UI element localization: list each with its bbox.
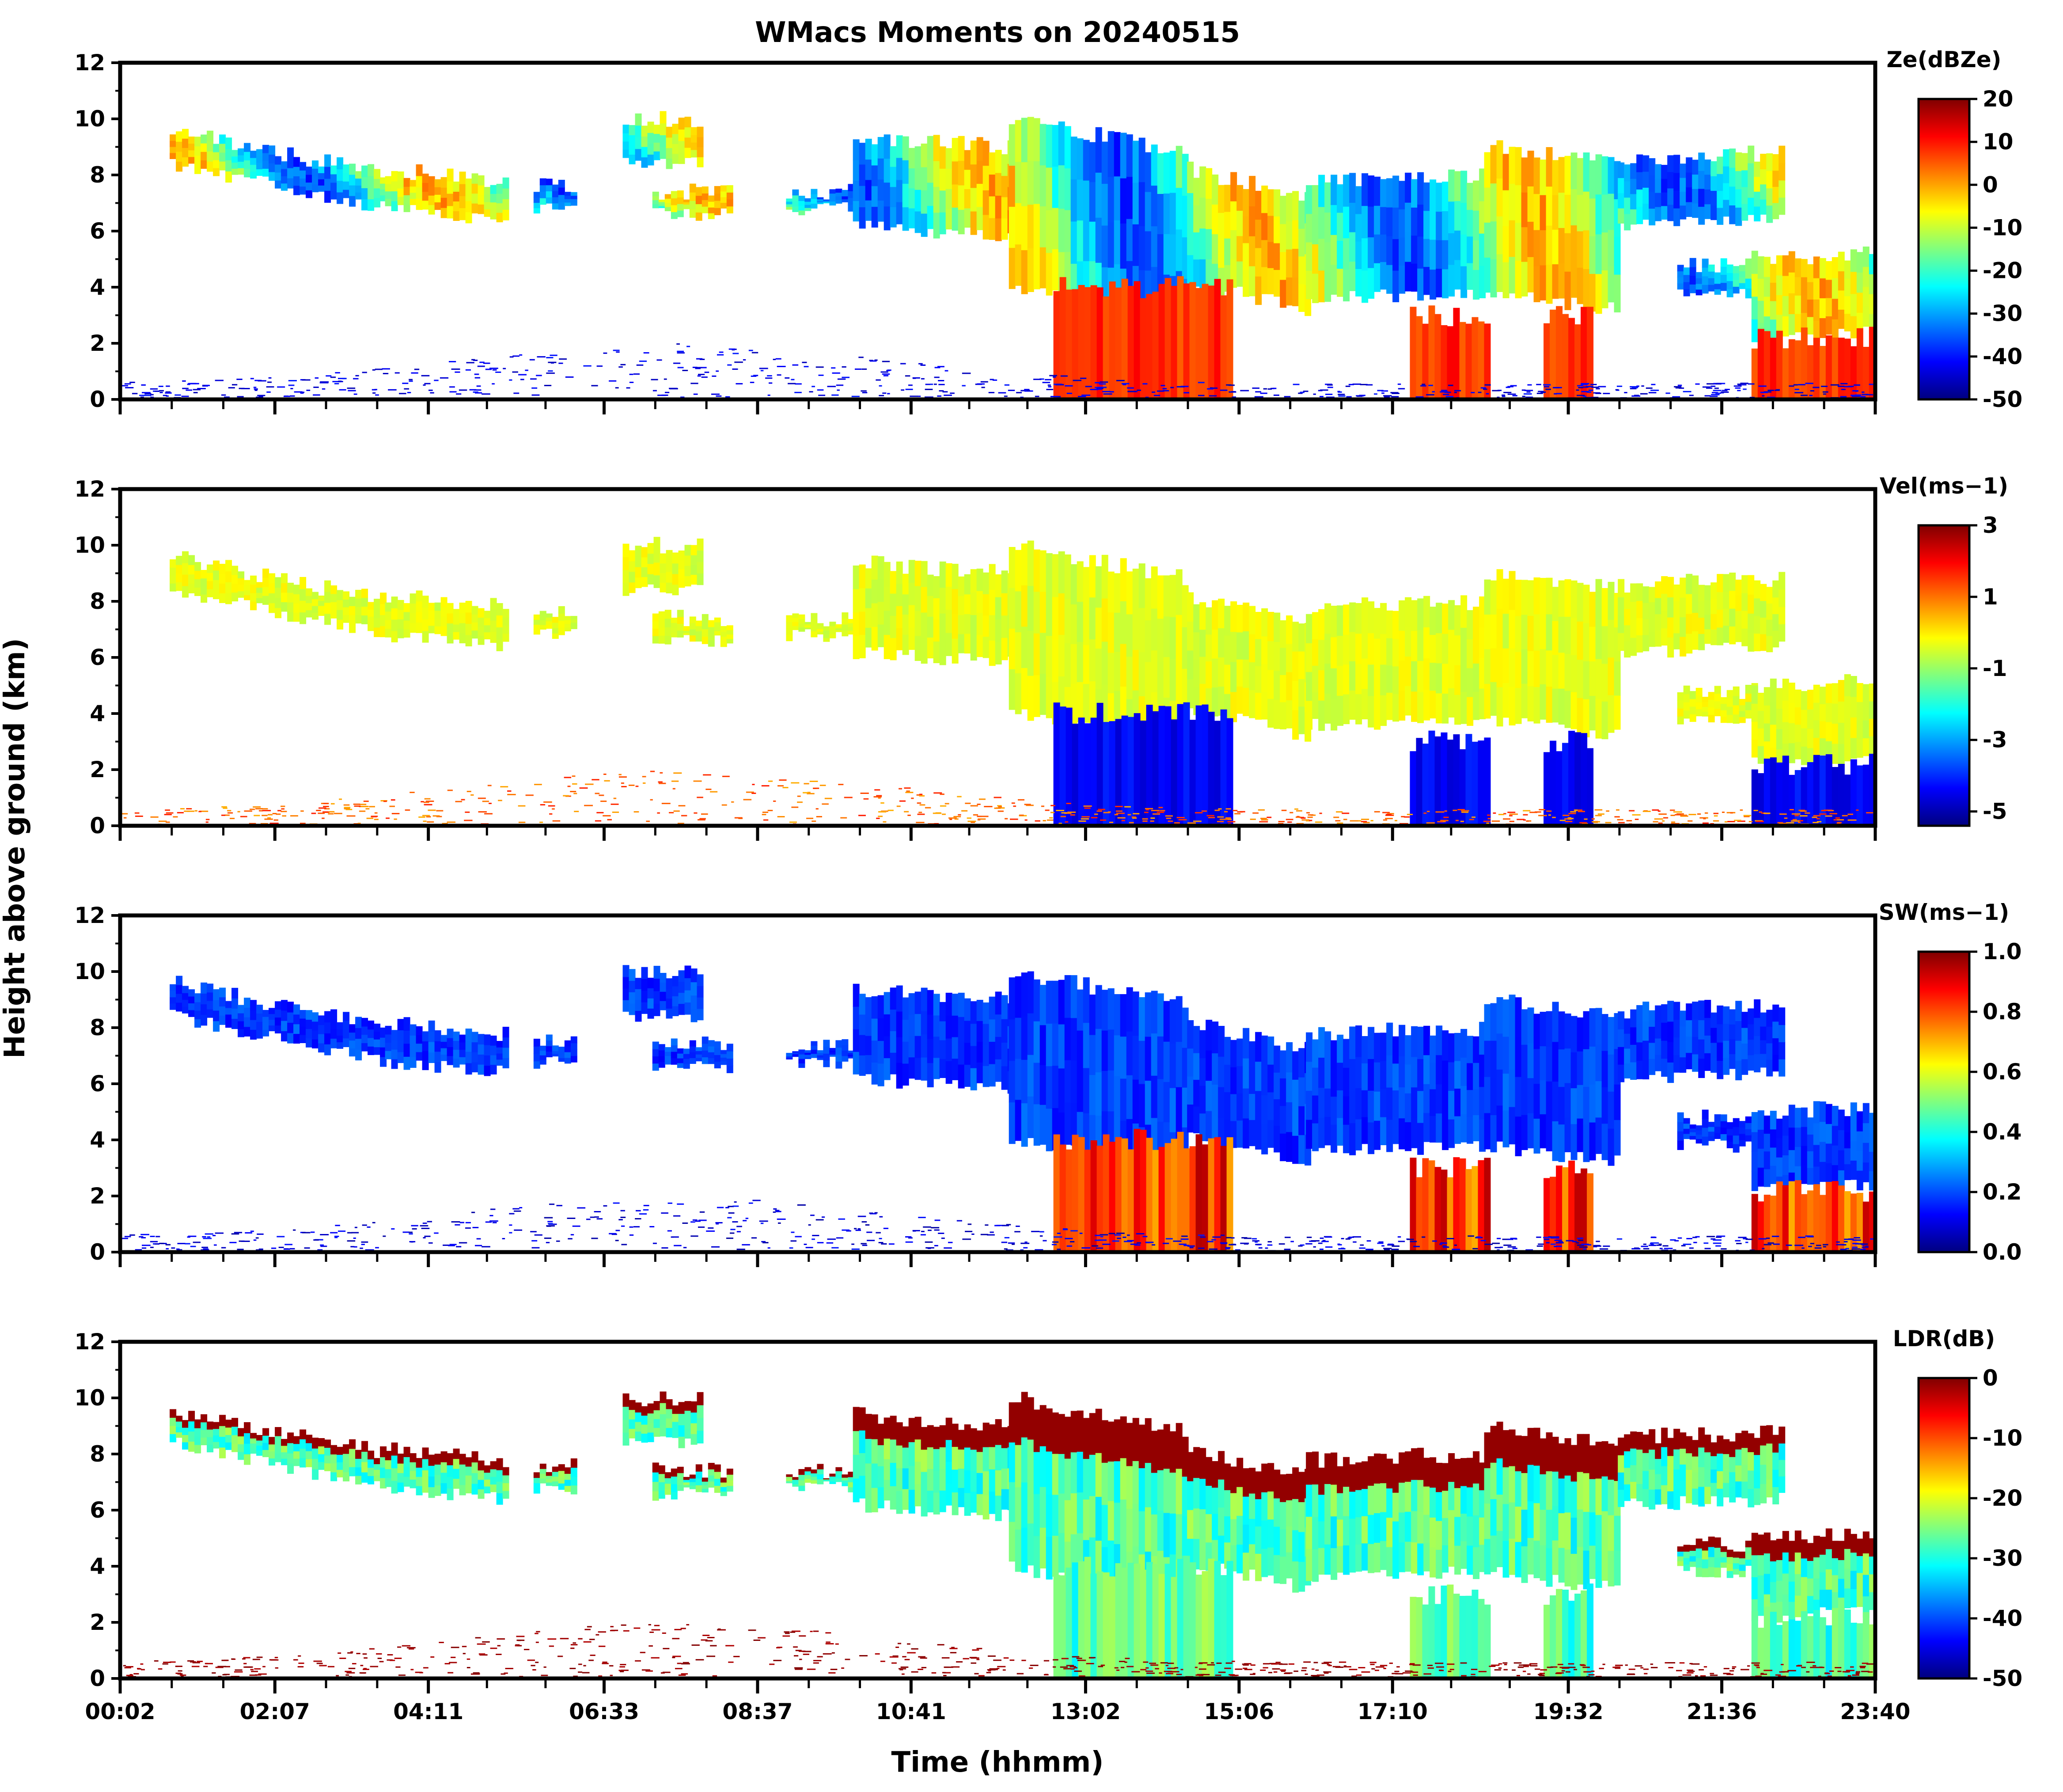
y-tick-label: 12 <box>74 903 105 928</box>
colorbar-tick-label: -40 <box>1983 344 2022 369</box>
colorbar-tick-label: -50 <box>1983 387 2022 412</box>
colorbar-tick-label: 3 <box>1983 513 1998 538</box>
y-tick-label: 2 <box>90 1610 105 1635</box>
x-tick-label: 10:41 <box>876 1699 946 1724</box>
y-tick-label: 10 <box>74 106 105 132</box>
y-tick-label: 8 <box>90 1441 105 1467</box>
y-tick-label: 2 <box>90 1183 105 1209</box>
colorbar-tick-label: 0 <box>1983 172 1998 197</box>
figure-title: WMacs Moments on 20240515 <box>755 16 1240 49</box>
colorbar-tick-label: -3 <box>1983 727 2007 753</box>
y-tick-label: 0 <box>90 387 105 412</box>
colorbar-label: LDR(dB) <box>1893 1326 1995 1352</box>
heatmap-field <box>123 1391 1875 1678</box>
y-axis-label: Height above ground (km) <box>0 638 31 1059</box>
y-tick-label: 2 <box>90 330 105 356</box>
colorbar <box>1917 1377 1971 1680</box>
panel-sw: 0 2 4 6 8 10 12 SW(ms−1) 1.0 0.8 0.6 0.4 0.2 0.0 <box>74 900 2022 1267</box>
colorbar-tick-label: -40 <box>1983 1606 2022 1631</box>
y-tick-label: 0 <box>90 813 105 839</box>
x-tick-label: 19:32 <box>1533 1699 1604 1724</box>
y-tick-label: 12 <box>74 50 105 76</box>
y-tick-label: 4 <box>90 274 105 300</box>
colorbar <box>1917 98 1971 401</box>
y-tick-label: 2 <box>90 757 105 782</box>
y-tick-label: 6 <box>90 1071 105 1097</box>
y-tick-label: 0 <box>90 1239 105 1265</box>
y-tick-label: 6 <box>90 218 105 244</box>
colorbar-tick-label: -50 <box>1983 1666 2022 1691</box>
x-axis-label: Time (hhmm) <box>891 1746 1104 1779</box>
x-tick-label: 21:36 <box>1687 1699 1757 1724</box>
colorbar-tick-label: 0.8 <box>1983 999 2022 1025</box>
x-tick-label: 13:02 <box>1050 1699 1121 1724</box>
x-tick-label: 17:10 <box>1358 1699 1428 1724</box>
colorbar-tick-label: 20 <box>1983 86 2014 112</box>
colorbar-tick-label: -1 <box>1983 656 2007 681</box>
y-tick-label: 12 <box>74 476 105 502</box>
colorbar-tick-label: 10 <box>1983 129 2014 155</box>
panel-ldr: 0 2 4 6 8 10 12 00:02 02:07 04:11 06:33 08:37 10:41 1… <box>74 1326 2022 1724</box>
x-tick-label: 04:11 <box>393 1699 463 1724</box>
colorbar-tick-label: -30 <box>1983 301 2022 327</box>
colorbar-tick-label: -10 <box>1983 215 2022 240</box>
y-tick-label: 10 <box>74 532 105 558</box>
colorbar-label: Ze(dBZe) <box>1887 47 2002 72</box>
y-tick-label: 8 <box>90 588 105 614</box>
y-tick-label: 12 <box>74 1329 105 1355</box>
y-tick-label: 8 <box>90 1015 105 1040</box>
colorbar-tick-label: 0 <box>1983 1365 1998 1391</box>
panel-vel: 0 2 4 6 8 10 12 Vel(ms−1) 3 1 -1 -3 -5 <box>74 473 2008 841</box>
colorbar <box>1917 524 1971 827</box>
heatmap-field <box>122 537 1875 826</box>
colorbar <box>1917 950 1971 1253</box>
colorbar-tick-label: 0.6 <box>1983 1059 2022 1085</box>
colorbar-tick-label: -5 <box>1983 799 2007 824</box>
colorbar-label: Vel(ms−1) <box>1880 473 2008 499</box>
colorbar-tick-label: 0.2 <box>1983 1179 2022 1205</box>
colorbar-tick-label: -30 <box>1983 1545 2022 1571</box>
colorbar-tick-label: 0.4 <box>1983 1119 2022 1145</box>
y-tick-label: 6 <box>90 645 105 670</box>
colorbar-tick-label: -20 <box>1983 258 2022 284</box>
y-tick-label: 4 <box>90 1127 105 1153</box>
y-tick-label: 4 <box>90 701 105 726</box>
colorbar-tick-label: -20 <box>1983 1485 2022 1511</box>
y-tick-label: 8 <box>90 162 105 188</box>
heatmap-field <box>120 965 1875 1252</box>
y-tick-label: 4 <box>90 1553 105 1579</box>
colorbar-label: SW(ms−1) <box>1879 900 2009 925</box>
x-tick-label: 15:06 <box>1204 1699 1274 1724</box>
colorbar-tick-label: 0.0 <box>1983 1239 2022 1265</box>
y-tick-label: 0 <box>90 1666 105 1691</box>
y-tick-label: 6 <box>90 1497 105 1523</box>
x-tick-label: 02:07 <box>240 1699 310 1724</box>
colorbar-tick-label: -10 <box>1983 1425 2022 1451</box>
colorbar-tick-label: 1.0 <box>1983 939 2022 964</box>
x-tick-label: 00:02 <box>85 1699 155 1724</box>
x-tick-label: 08:37 <box>722 1699 793 1724</box>
colorbar-tick-label: 1 <box>1983 584 1998 610</box>
panel-ze: 0 2 4 6 8 10 12 Ze(dBZe) 20 10 0 -10 -20 -30 -40 -50 <box>74 47 2022 414</box>
y-tick-label: 10 <box>74 959 105 984</box>
heatmap-field <box>120 111 1875 399</box>
x-tick-label: 06:33 <box>569 1699 639 1724</box>
x-tick-label: 23:40 <box>1840 1699 1910 1724</box>
y-tick-label: 10 <box>74 1385 105 1411</box>
